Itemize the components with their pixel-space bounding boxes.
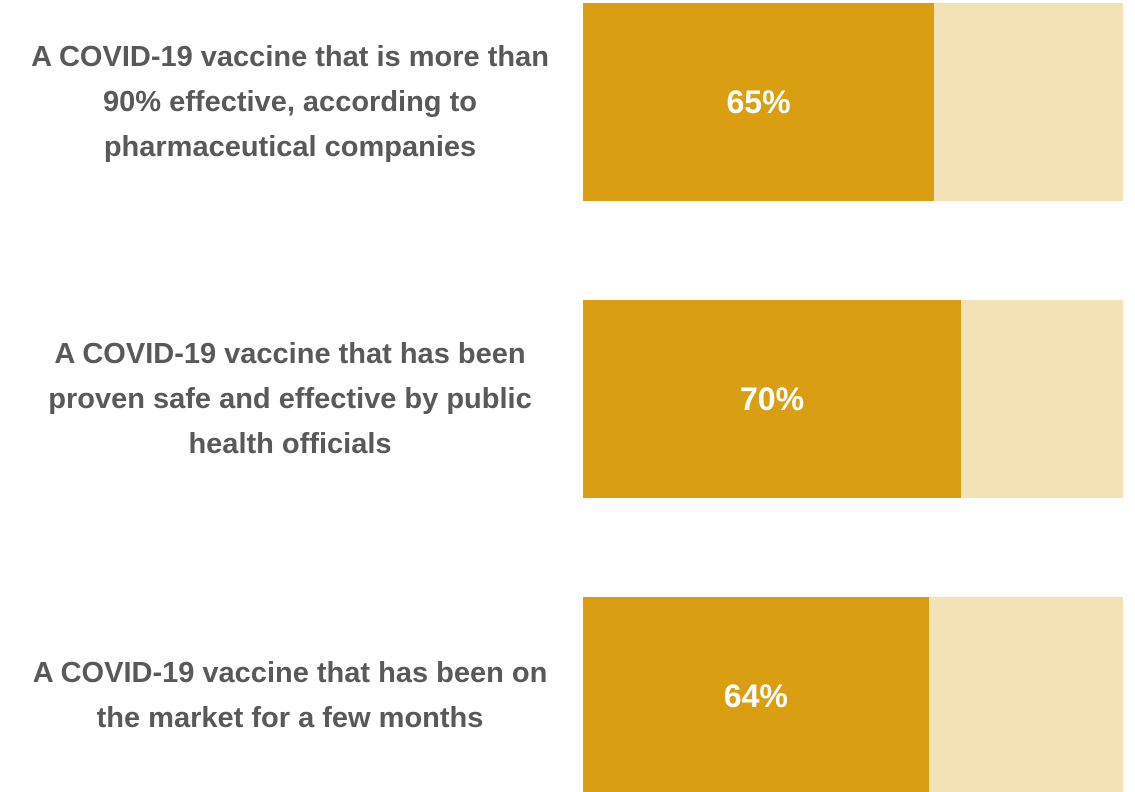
bar bbox=[583, 3, 934, 201]
value-label: 65% bbox=[726, 83, 791, 120]
value-label: 64% bbox=[723, 677, 788, 714]
bar bbox=[583, 597, 929, 792]
bar bbox=[583, 300, 961, 498]
value-label: 70% bbox=[739, 380, 805, 417]
category-label: A COVID-19 vaccine that is more than 90%… bbox=[31, 40, 549, 163]
category-label: A COVID-19 vaccine that has been proven … bbox=[48, 337, 532, 460]
category-label: A COVID-19 vaccine that has been on the … bbox=[32, 657, 548, 734]
